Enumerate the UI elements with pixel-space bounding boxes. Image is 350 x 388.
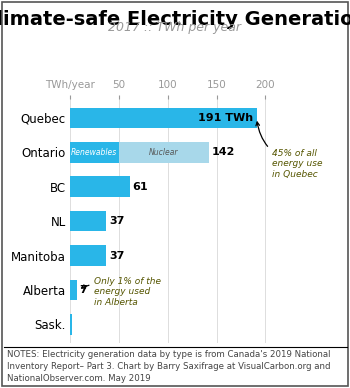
Text: 2017 :: TWh per year: 2017 :: TWh per year	[108, 21, 241, 35]
Text: 45% of all
energy use
in Quebec: 45% of all energy use in Quebec	[256, 122, 323, 178]
Bar	[70, 177, 130, 197]
Text: Renewables: Renewables	[71, 148, 118, 157]
Bar	[70, 211, 106, 232]
Text: 142: 142	[212, 147, 235, 157]
Text: 61: 61	[133, 182, 148, 192]
Text: NOTES: Electricity generation data by type is from Canada's 2019 National
Invent: NOTES: Electricity generation data by ty…	[7, 350, 330, 383]
Bar	[70, 142, 119, 163]
Text: 191 TWh: 191 TWh	[197, 113, 253, 123]
Text: 37: 37	[109, 216, 125, 226]
Text: Nuclear: Nuclear	[149, 148, 178, 157]
Bar	[70, 314, 72, 335]
Bar	[119, 142, 209, 163]
Bar	[70, 280, 77, 300]
Text: 7: 7	[79, 285, 86, 295]
Text: Only 1% of the
energy used
in Alberta: Only 1% of the energy used in Alberta	[82, 277, 161, 307]
Text: Climate-safe Electricity Generation: Climate-safe Electricity Generation	[0, 10, 350, 29]
Bar	[70, 245, 106, 266]
Bar	[70, 107, 257, 128]
Text: 37: 37	[109, 251, 125, 261]
